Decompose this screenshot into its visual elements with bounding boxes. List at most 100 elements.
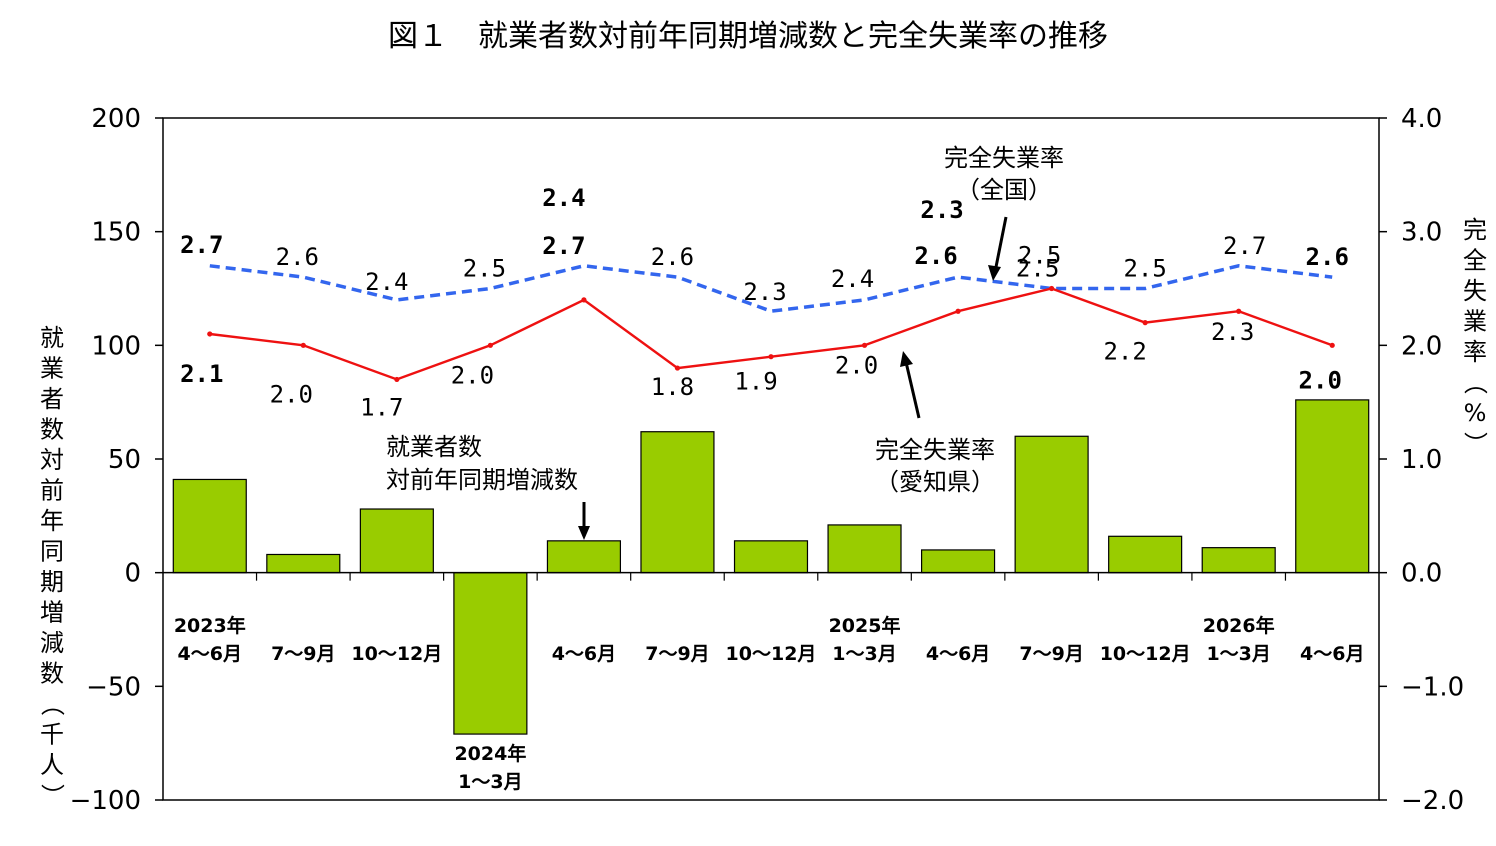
axis-label-char: ）: [1461, 432, 1489, 456]
bar: [1295, 399, 1370, 574]
annotation-aichi-arrowhead: [900, 351, 913, 367]
category-label-period: 7〜9月: [1019, 643, 1083, 665]
annotation-national-arrowhead: [988, 265, 1001, 281]
national-rate-line: [209, 264, 1333, 313]
chart-title: 図１ 就業者数対前年同期増減数と完全失業率の推移: [388, 19, 1108, 54]
annotation-employment-arrowhead: [578, 526, 590, 540]
category-label-period: 10〜12月: [351, 643, 442, 665]
aichi-rate-label: 2.5: [1018, 242, 1061, 270]
right-tick-label: 1.0: [1401, 445, 1442, 475]
aichi-rate-label: 1.9: [734, 368, 777, 396]
bar: [453, 572, 528, 735]
aichi-rate-label: 1.7: [360, 393, 403, 421]
right-tick-label: 0.0: [1401, 559, 1442, 589]
line-series: [207, 264, 1335, 383]
category-label-year: 2026年: [1203, 614, 1275, 637]
aichi-rate-label: 2.2: [1103, 338, 1146, 366]
bar: [266, 553, 341, 574]
national-rate-label: 2.6: [914, 242, 957, 270]
aichi-rate-label: 2.4: [542, 184, 585, 212]
annotation-aichi-line2: （愛知県）: [875, 468, 995, 496]
annotation-employment-line1: 就業者数: [386, 433, 482, 461]
category-label-period: 1〜3月: [832, 643, 896, 665]
aichi-rate-point: [768, 354, 774, 360]
aichi-rate-point: [207, 331, 213, 337]
left-tick-label: 0: [124, 559, 141, 589]
aichi-rate-label: 2.0: [1299, 366, 1342, 394]
axis-label-char: 期: [40, 568, 64, 596]
left-tick-label: 50: [108, 445, 141, 475]
national-rate-label: 2.4: [365, 268, 408, 296]
aichi-rate-label: 2.1: [180, 360, 223, 388]
aichi-rate-label: 2.0: [270, 380, 313, 408]
axis-label-char: 減: [40, 629, 64, 657]
right-tick-label: 3.0: [1401, 218, 1442, 248]
category-label-period: 7〜9月: [645, 643, 709, 665]
axis-label-char: 業: [40, 355, 64, 383]
national-rate-label: 2.6: [276, 243, 319, 271]
aichi-rate-point: [300, 342, 306, 348]
left-tick-label: 150: [91, 218, 141, 248]
right-tick-label: 4.0: [1401, 104, 1442, 134]
category-label-year: 2024年: [454, 742, 526, 765]
national-rate-label: 2.5: [1123, 255, 1166, 283]
aichi-rate-label: 2.0: [835, 351, 878, 379]
bar: [546, 540, 622, 574]
national-rate-label: 2.3: [743, 278, 786, 306]
right-tick-label: −1.0: [1401, 672, 1464, 702]
annotation-aichi: 完全失業率 （愛知県）: [875, 351, 995, 496]
national-rate-label: 2.7: [1223, 232, 1266, 260]
national-rate-label: 2.6: [1306, 243, 1349, 271]
aichi-rate-point: [1329, 342, 1335, 348]
axis-label-char: （: [1461, 371, 1489, 395]
left-axis-label: 就業者数対前年同期増減数（千人）: [38, 324, 66, 808]
left-tick-label: 100: [91, 331, 141, 361]
aichi-rate-point: [1236, 308, 1242, 314]
axis-label-char: 増: [40, 599, 64, 627]
aichi-rate-point: [955, 308, 961, 314]
category-label-period: 1〜3月: [458, 771, 522, 793]
aichi-rate-label: 2.3: [920, 196, 963, 224]
axis-label-char: 前: [40, 477, 64, 505]
annotation-national: 完全失業率 （全国）: [944, 144, 1064, 281]
annotation-employment-line2: 対前年同期増減数: [386, 466, 578, 494]
aichi-rate-label: 2.3: [1211, 318, 1254, 346]
axis-label-char: 完: [1463, 216, 1487, 244]
right-tick-label: −2.0: [1401, 786, 1464, 816]
category-label-year: 2025年: [829, 614, 901, 637]
axis-label-char: 率: [1463, 338, 1487, 366]
axis-label-char: 者: [40, 385, 64, 413]
category-label-period: 1〜3月: [1206, 643, 1270, 665]
bar: [359, 508, 434, 574]
annotation-aichi-line1: 完全失業率: [875, 436, 995, 464]
bar: [640, 431, 715, 574]
annotation-aichi-arrow: [904, 361, 921, 419]
axis-label-char: 千: [40, 721, 64, 749]
axis-label-char: 人: [40, 751, 64, 779]
left-tick-label: −100: [70, 786, 141, 816]
axis-label-char: 就: [40, 324, 64, 352]
annotation-employment: 就業者数 対前年同期増減数: [386, 433, 590, 540]
aichi-rate-label: 2.0: [451, 361, 494, 389]
right-axis-label: 完全失業率 （% ）: [1461, 216, 1489, 456]
category-label-period: 4〜6月: [552, 643, 616, 665]
category-label-period: 10〜12月: [726, 643, 817, 665]
right-axis: 4.0 3.0 2.0 1.0 0.0 −1.0 −2.0: [1379, 104, 1464, 816]
category-label-period: 4〜6月: [1300, 643, 1364, 665]
bar: [827, 524, 902, 574]
right-tick-label: 2.0: [1401, 331, 1442, 361]
left-tick-label: 200: [91, 104, 141, 134]
bar-series: [172, 399, 1370, 735]
axis-label-char: 年: [40, 507, 64, 535]
aichi-rate-point: [581, 297, 587, 303]
annotation-national-line2: （全国）: [956, 176, 1052, 204]
axis-label-char: 同: [40, 538, 64, 566]
national-rate-label: 2.7: [180, 231, 223, 259]
bar: [172, 478, 247, 574]
national-rate-label: 2.4: [831, 265, 874, 293]
data-labels: 2.7 2.62.4 2.52.7 2.62.3 2.42.6 2.5 2.52.7 2.62…: [180, 184, 1349, 422]
annotation-national-arrow: [993, 216, 1008, 273]
axis-label-char: 数: [40, 660, 64, 688]
aichi-rate-point: [674, 365, 681, 371]
